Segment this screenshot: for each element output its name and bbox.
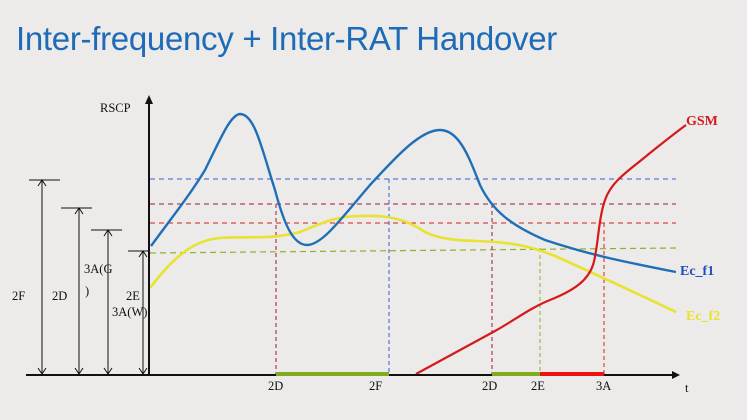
y-axis-label: RSCP [100,101,131,115]
left-markers [29,179,149,375]
event-label-2d-first: 2D [268,379,283,393]
marker-label-3a-g: 3A(G [84,262,112,276]
threshold-2e-line [149,247,677,254]
ec-f2-label: Ec_f2 [686,309,720,324]
x-axis-arrow-icon [672,371,680,379]
ec-f1-curve [150,112,677,274]
ec-f2-curve [148,214,677,314]
y-axis-arrow-icon [145,95,153,104]
event-drop-lines [275,179,605,374]
marker-label-2d: 2D [52,289,67,303]
gsm-curve [415,124,687,375]
page-title: Inter-frequency + Inter-RAT Handover [16,20,557,57]
marker-label-3a-w: 3A(W) [112,305,147,319]
x-axis-label: t [685,381,689,395]
event-label-2d-second: 2D [482,379,497,393]
threshold-lines [149,178,677,254]
event-label-2f: 2F [369,379,382,393]
event-label-3a: 3A [596,379,611,393]
gsm-label: GSM [686,114,718,129]
event-label-2e: 2E [531,379,545,393]
ec-f1-label: Ec_f1 [680,264,714,279]
marker-label-2f: 2F [12,289,25,303]
marker-label-3a-g-close: ) [85,284,89,298]
marker-label-2e: 2E [126,289,140,303]
